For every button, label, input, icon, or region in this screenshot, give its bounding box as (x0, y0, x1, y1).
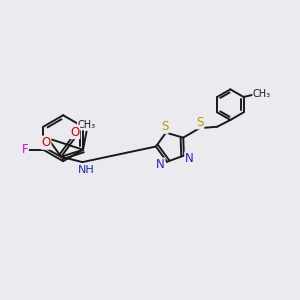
Text: S: S (161, 120, 168, 133)
Text: S: S (196, 116, 204, 129)
Text: CH₃: CH₃ (253, 89, 271, 99)
Text: CH₃: CH₃ (77, 120, 96, 130)
Text: F: F (22, 143, 28, 156)
Text: O: O (42, 136, 51, 149)
Text: O: O (70, 126, 80, 139)
Text: N: N (156, 158, 165, 171)
Text: N: N (185, 152, 194, 165)
Text: NH: NH (77, 165, 94, 175)
